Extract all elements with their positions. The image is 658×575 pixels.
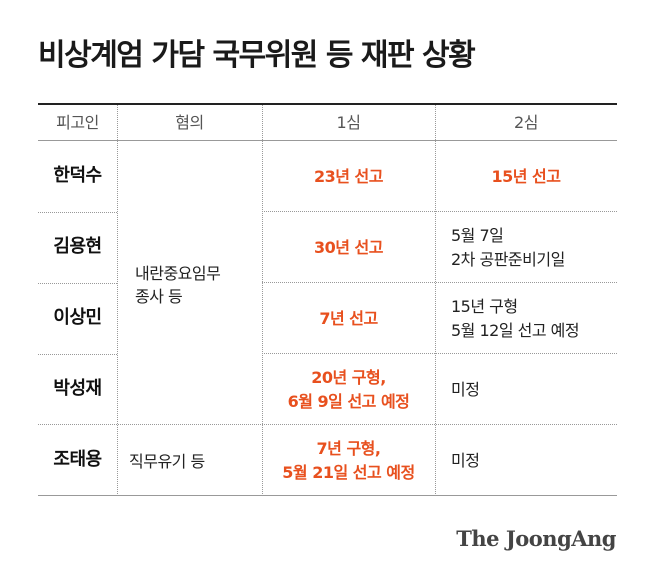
second-trial-result: 미정 (451, 379, 480, 399)
first-trial-result: 23년 선고 (314, 166, 384, 186)
publisher-logo: The JoongAng (456, 526, 616, 551)
second-trial-result: 미정 (451, 450, 480, 470)
header-defendant: 피고인 (56, 112, 99, 132)
second-trial-result: 15년 구형 5월 12일 선고 예정 (451, 297, 580, 340)
trial-status-table: 피고인 혐의 1심 2심 한덕수 23년 선고 15년 선고 김용현 30년 선… (38, 103, 617, 496)
table-row: 조태용 7년 구형, 5월 21일 선고 예정 미정 (38, 425, 617, 496)
column-divider (435, 105, 436, 496)
defendant-name: 박성재 (53, 378, 102, 400)
table-row: 이상민 7년 선고 15년 구형 5월 12일 선고 예정 (38, 283, 617, 354)
charge-insurrection: 내란중요임무 종사 등 (135, 264, 221, 307)
column-divider (117, 105, 118, 496)
header-first-trial: 1심 (336, 112, 361, 132)
defendant-name: 한덕수 (53, 165, 102, 187)
table-row: 김용현 30년 선고 5월 7일 2차 공판준비기일 (38, 212, 617, 283)
first-trial-result: 20년 구형, 6월 9일 선고 예정 (287, 368, 410, 411)
header-charge: 혐의 (175, 112, 204, 132)
defendant-name: 조태용 (53, 449, 102, 471)
defendant-name: 이상민 (53, 307, 102, 329)
table-bottom-rule (38, 495, 617, 496)
column-divider (262, 105, 263, 496)
charge-abuse: 직무유기 등 (129, 452, 205, 471)
page-title: 비상계엄 가담 국무위원 등 재판 상황 (38, 38, 476, 73)
row-divider (38, 424, 617, 425)
second-trial-result: 5월 7일 2차 공판준비기일 (451, 226, 565, 269)
first-trial-result: 7년 선고 (319, 308, 378, 328)
row-divider (262, 282, 617, 283)
table-row: 박성재 20년 구형, 6월 9일 선고 예정 미정 (38, 354, 617, 425)
first-trial-result: 30년 선고 (314, 237, 384, 257)
defendant-name: 김용현 (53, 236, 102, 258)
header-second-trial: 2심 (514, 112, 538, 132)
table-row: 한덕수 23년 선고 15년 선고 (38, 141, 617, 212)
row-divider (262, 353, 617, 354)
second-trial-result: 15년 선고 (491, 166, 562, 186)
first-trial-result: 7년 구형, 5월 21일 선고 예정 (282, 439, 415, 482)
row-divider (262, 211, 617, 212)
table-header-row: 피고인 혐의 1심 2심 (38, 105, 617, 141)
